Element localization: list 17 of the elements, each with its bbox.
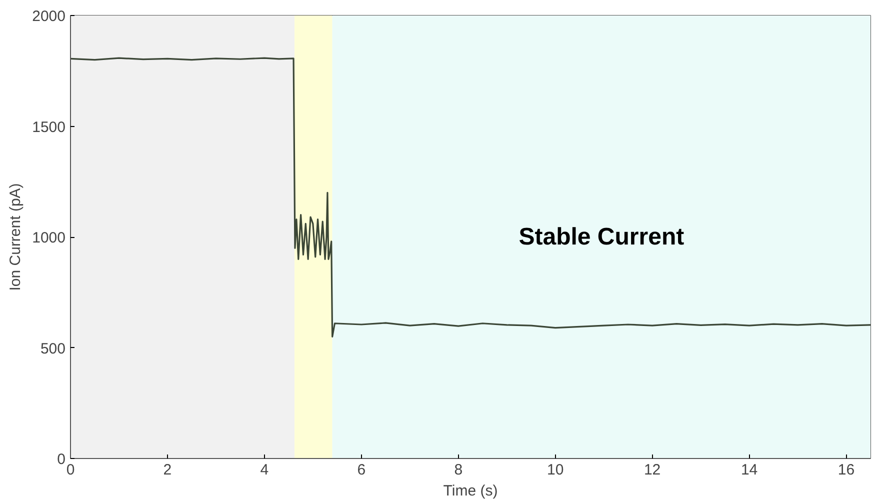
y-tick-label: 2000: [32, 8, 66, 25]
x-tick-label: 10: [547, 462, 564, 478]
y-tick-label: 1500: [32, 118, 66, 136]
x-tick-label: 6: [357, 462, 366, 478]
y-tick-label: 1000: [32, 230, 66, 246]
y-axis-title: Ion Current (pA): [7, 183, 24, 291]
x-tick-label: 16: [838, 462, 855, 478]
x-axis-title: Time (s): [443, 482, 498, 500]
x-tick-label: 8: [454, 462, 463, 478]
x-tick-label: 12: [644, 462, 661, 478]
x-tick-label: 2: [163, 462, 172, 478]
band-label: Stable Current: [518, 224, 684, 250]
x-tick-label: 14: [740, 462, 758, 478]
y-tick-label: 500: [40, 340, 66, 358]
line-series: [70, 57, 870, 338]
y-tick-label: 0: [57, 451, 66, 468]
x-tick-label: 4: [260, 462, 269, 478]
